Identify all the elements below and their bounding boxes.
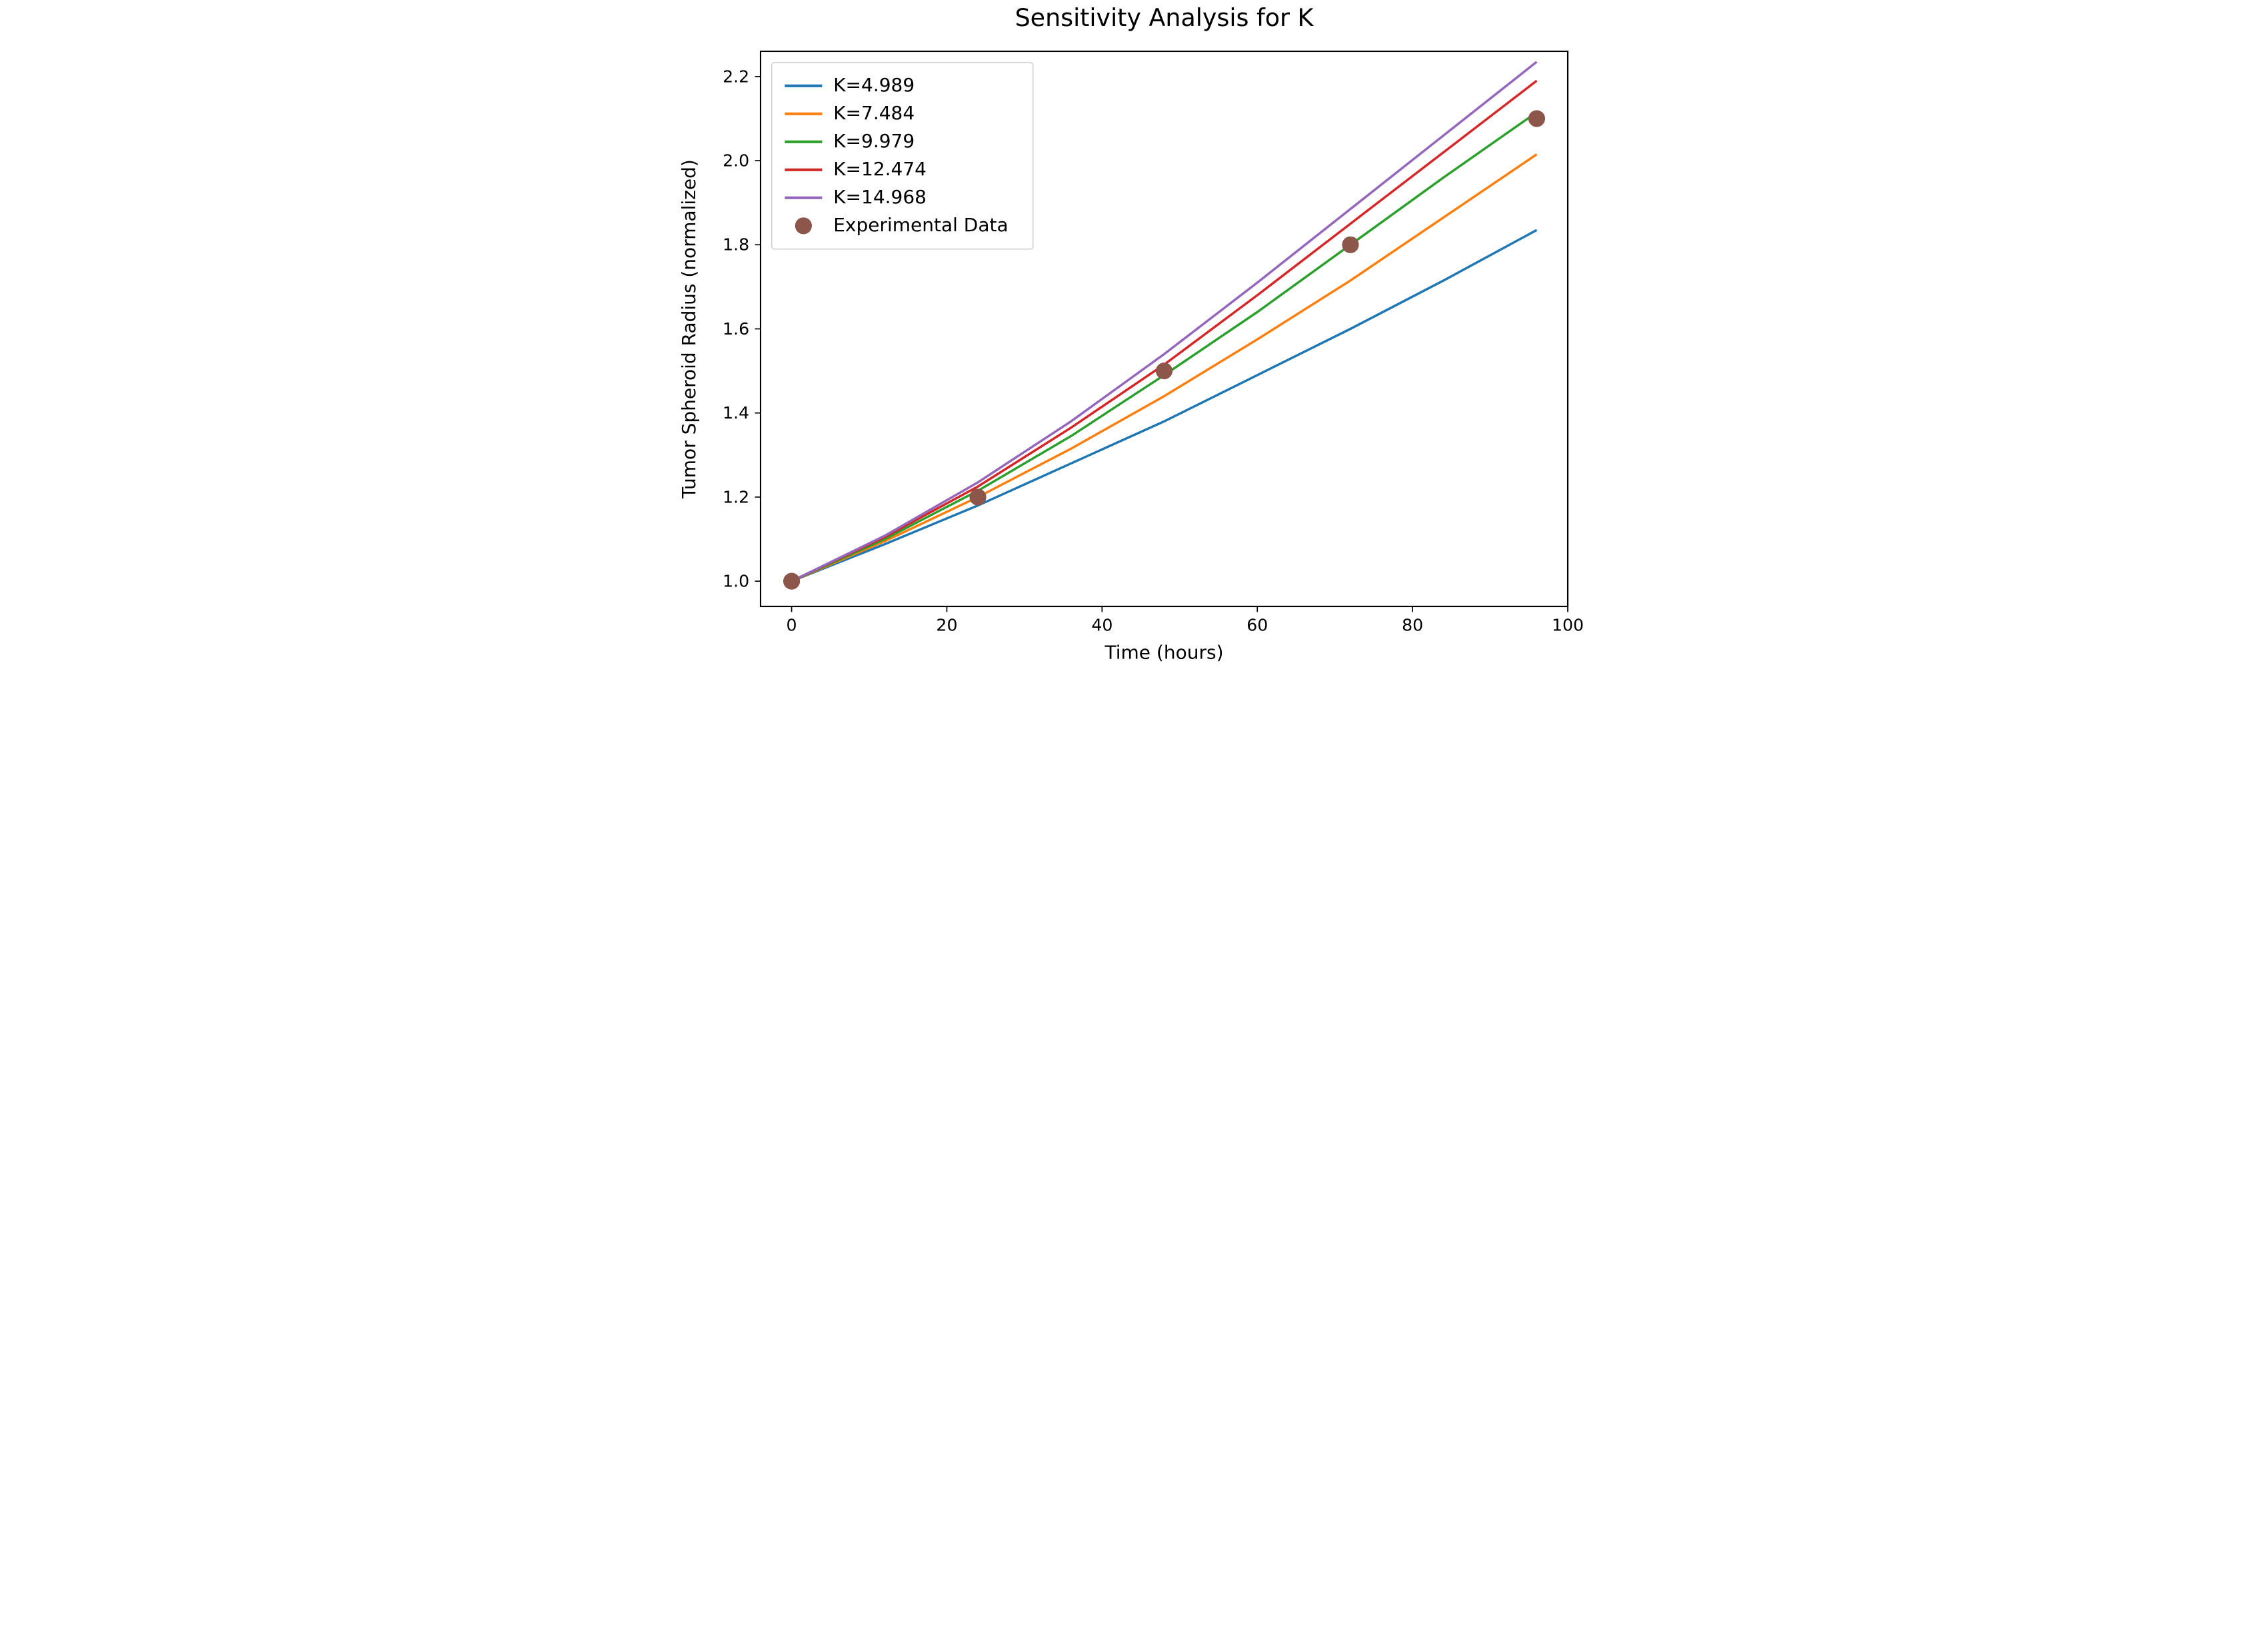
x-tick-label: 100 — [1552, 615, 1584, 634]
chart-container: Sensitivity Analysis for K 0 20 40 60 80 100 1.… — [658, 0, 1591, 686]
scatter-point — [1528, 110, 1545, 127]
scatter-point — [1156, 363, 1172, 379]
y-tick-label: 1.6 — [723, 319, 749, 339]
y-axis-label: Tumor Spheroid Radius (normalized) — [678, 159, 700, 499]
y-tick-label: 1.4 — [723, 403, 749, 422]
y-tick-label: 2.0 — [723, 151, 749, 170]
y-tick-label: 2.2 — [723, 67, 749, 86]
legend-label: K=9.979 — [833, 130, 915, 152]
y-tick-label: 1.0 — [723, 572, 749, 591]
x-tick-label: 20 — [936, 615, 957, 634]
scatter-point — [783, 573, 800, 590]
legend-label: K=12.474 — [833, 158, 927, 180]
x-tick-label: 0 — [787, 615, 797, 634]
chart-svg: Sensitivity Analysis for K 0 20 40 60 80 100 1.… — [658, 0, 1591, 686]
scatter-point — [1342, 237, 1358, 253]
x-tick-label: 60 — [1246, 615, 1268, 634]
y-tick-label: 1.8 — [723, 235, 749, 255]
legend: K=4.989 K=7.484 K=9.979 K=12.474 K=14.968 Exp… — [772, 63, 1033, 249]
legend-marker-icon — [795, 217, 812, 234]
legend-label: K=14.968 — [833, 186, 927, 208]
x-tick-label: 40 — [1091, 615, 1113, 634]
x-tick-label: 80 — [1402, 615, 1423, 634]
legend-label: K=7.484 — [833, 102, 915, 124]
legend-label: K=4.989 — [833, 74, 915, 96]
scatter-point — [969, 488, 986, 505]
x-axis-label: Time (hours) — [1105, 641, 1224, 663]
y-tick-label: 1.2 — [723, 487, 749, 506]
chart-title: Sensitivity Analysis for K — [1015, 3, 1314, 32]
legend-label: Experimental Data — [833, 214, 1008, 236]
